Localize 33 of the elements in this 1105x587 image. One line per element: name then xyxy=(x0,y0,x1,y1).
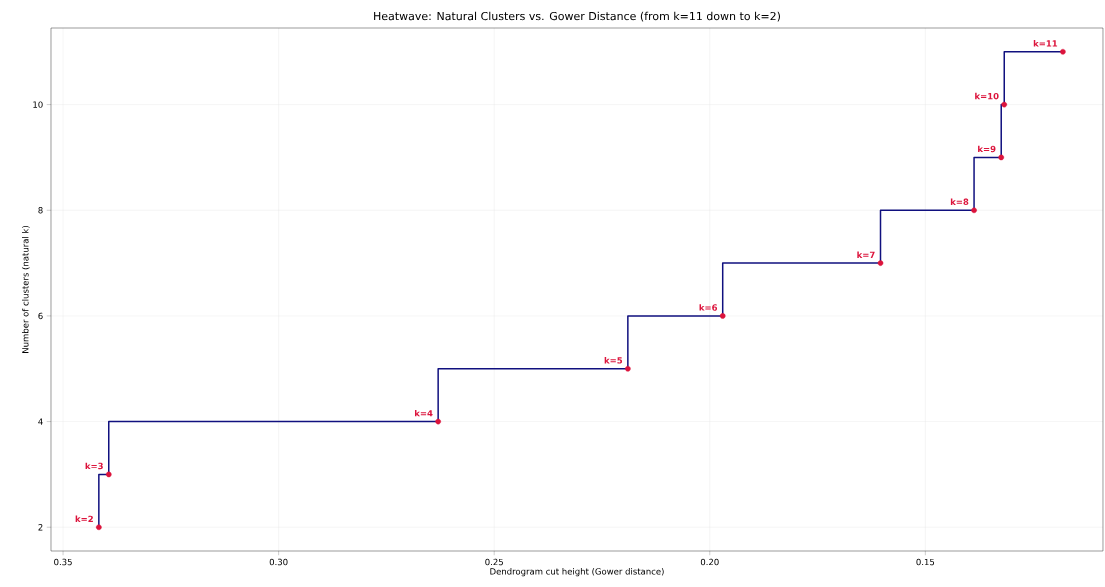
y-tick-label: 6 xyxy=(38,312,43,320)
annotation: k=11 xyxy=(1033,40,1058,47)
annotation: k=9 xyxy=(978,145,996,153)
y-tick-label: 2 xyxy=(38,524,43,531)
y-tick-label: 8 xyxy=(38,207,43,214)
chart-title: Heatwave: Natural Clusters vs. Gower Distance (from k=11 down to k=2) xyxy=(374,11,780,22)
y-axis-title: Number of clusters (natural k) xyxy=(21,226,30,353)
point xyxy=(1001,101,1008,108)
x-axis-title: Dendrogram cut height (Gower distance) xyxy=(490,568,664,577)
x-tick-label: 0.15 xyxy=(916,558,935,566)
annotation: k=8 xyxy=(950,198,969,206)
annotation: k=3 xyxy=(85,462,103,470)
point xyxy=(877,260,884,266)
annotation: k=5 xyxy=(604,356,623,364)
annotation: k=2 xyxy=(75,515,93,523)
point xyxy=(435,418,441,425)
annotation: k=7 xyxy=(857,251,875,258)
x-tick-label: 0.25 xyxy=(485,558,503,566)
point xyxy=(971,207,977,214)
y-tick-label: 4 xyxy=(38,418,43,425)
point xyxy=(719,313,726,319)
y-tick-label: 10 xyxy=(33,101,43,108)
point xyxy=(1060,48,1066,55)
point xyxy=(96,524,102,531)
x-tick-label: 0.35 xyxy=(54,558,72,566)
annotation: k=4 xyxy=(414,409,433,417)
annotation: k=6 xyxy=(699,304,718,311)
point xyxy=(625,365,631,372)
annotation: k=10 xyxy=(975,92,999,100)
point xyxy=(998,154,1005,161)
point xyxy=(105,471,112,478)
x-tick-label: 0.30 xyxy=(269,558,288,566)
x-tick-label: 0.20 xyxy=(700,558,719,566)
